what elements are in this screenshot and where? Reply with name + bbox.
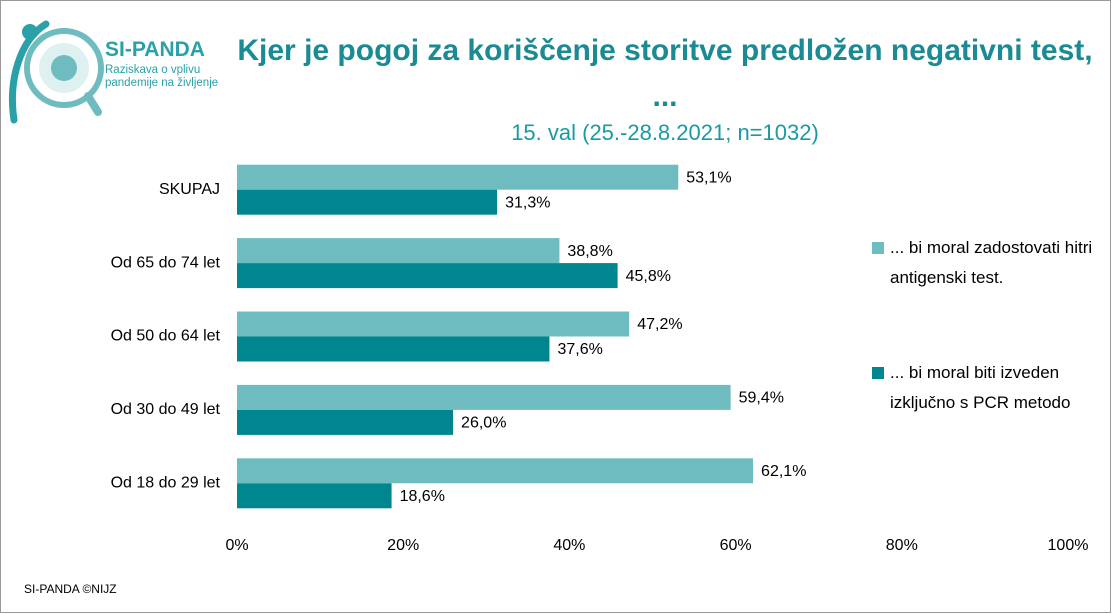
legend-label: ... bi moral zadostovati hitri antigensk… — [890, 238, 1093, 287]
legend-swatch — [872, 242, 884, 254]
x-tick-label: 100% — [1048, 537, 1089, 554]
x-tick-label: 40% — [553, 537, 585, 554]
value-label: 47,2% — [637, 316, 682, 333]
legend-label: ... bi moral biti izveden izključno s PC… — [890, 363, 1071, 412]
brand: SI-PANDA — [105, 38, 205, 61]
bar — [237, 263, 618, 289]
y-tick-label: Od 30 do 49 let — [111, 401, 221, 418]
x-tick-label: 0% — [225, 537, 248, 554]
bar — [237, 164, 679, 190]
y-tick-label: SKUPAJ — [159, 181, 220, 198]
x-tick-label: 60% — [720, 537, 752, 554]
value-label: 31,3% — [505, 194, 550, 211]
value-label: 45,8% — [626, 268, 671, 285]
logo — [8, 20, 104, 124]
x-tick-label: 80% — [886, 537, 918, 554]
footer: SI-PANDA ©NIJZ — [24, 582, 117, 596]
bar — [237, 189, 498, 215]
y-tick-label: Od 18 do 29 let — [111, 475, 221, 492]
bar — [237, 409, 454, 435]
bar — [237, 384, 731, 410]
y-tick-label: Od 50 do 64 let — [111, 328, 221, 345]
value-label: 26,0% — [461, 415, 506, 432]
bar — [237, 458, 754, 484]
chart-subtitle: 15. val (25.-28.8.2021; n=1032) — [511, 120, 819, 145]
x-tick-label: 20% — [387, 537, 419, 554]
bar — [237, 483, 392, 509]
value-label: 59,4% — [739, 390, 784, 407]
bar — [237, 336, 550, 362]
y-tick-label: Od 65 do 74 let — [111, 254, 221, 271]
value-label: 18,6% — [400, 488, 445, 505]
value-label: 62,1% — [761, 463, 806, 480]
bar — [237, 238, 560, 264]
value-label: 38,8% — [567, 243, 612, 260]
value-label: 37,6% — [557, 341, 602, 358]
value-label: 53,1% — [686, 169, 731, 186]
chart-title: Kjer je pogoj za koriščenje storitve pre… — [237, 34, 1093, 113]
brand-tagline: Raziskava o vplivu pandemije na življenj… — [105, 64, 219, 89]
legend-swatch — [872, 367, 884, 379]
bar — [237, 311, 630, 337]
